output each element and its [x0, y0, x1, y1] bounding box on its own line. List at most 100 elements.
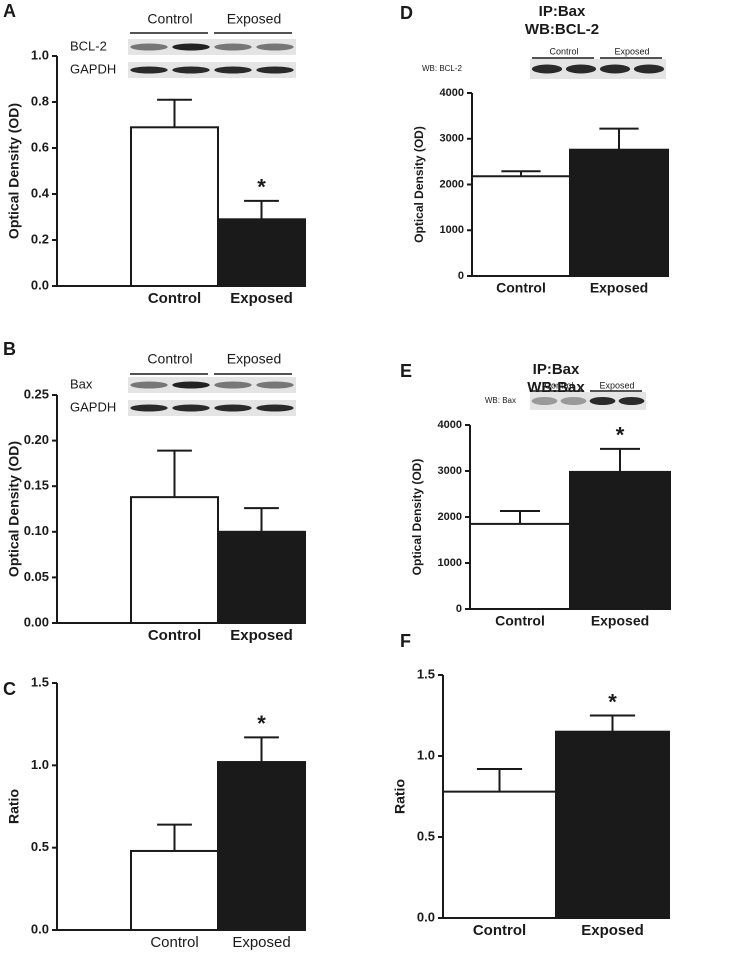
y-tick-label: 1.5 — [31, 674, 49, 689]
blot-band — [531, 397, 558, 405]
y-tick-label: 0.8 — [31, 93, 49, 108]
y-tick-label: 0.4 — [31, 185, 50, 200]
y-tick-label: 0.5 — [31, 839, 49, 854]
x-tick-label: Exposed — [230, 290, 293, 307]
panel-label: F — [400, 631, 411, 651]
panel: A Optical Density (OD) 0.0 0.2 0.4 0.6 0.8 1.0 C… — [3, 1, 306, 307]
y-axis-label: Optical Density (OD) — [6, 441, 22, 577]
blot-band — [130, 381, 168, 389]
blot-group-label: Exposed — [599, 380, 634, 390]
x-tick-label: Control — [473, 922, 526, 939]
blot-band — [172, 404, 210, 412]
y-axis-label: Optical Density (OD) — [410, 459, 424, 576]
panel: F Ratio 0.0 0.5 1.0 1.5 Control Exposed * — [392, 631, 670, 939]
y-tick-label: 4000 — [438, 419, 462, 431]
blot-strip — [530, 59, 666, 79]
blot-row-label: GAPDH — [70, 61, 116, 76]
chart-title: IP:Bax — [533, 361, 580, 378]
blot-band — [214, 404, 252, 412]
bar — [130, 496, 219, 625]
blot-band — [618, 397, 645, 405]
blot-strip — [128, 62, 296, 78]
y-tick-label: 0 — [458, 270, 464, 282]
bar — [569, 148, 669, 277]
y-tick-label: 3000 — [438, 465, 462, 477]
y-tick-label: 1000 — [440, 224, 464, 236]
blot-band — [256, 66, 294, 74]
blot-row-label: Bax — [70, 376, 93, 391]
panel-label: B — [3, 339, 16, 359]
blot-group-label: Exposed — [227, 11, 281, 27]
x-tick-label: Control — [150, 934, 198, 951]
blot-group-label: Control — [544, 380, 573, 390]
blot-row-label: WB: BCL-2 — [422, 64, 463, 73]
y-tick-label: 1.5 — [417, 666, 435, 681]
blot-band — [256, 43, 294, 51]
y-tick-label: 2000 — [440, 178, 464, 190]
blot-band — [172, 43, 210, 51]
blot-group-label: Control — [147, 11, 192, 27]
y-axis-label: Ratio — [392, 779, 408, 814]
y-tick-label: 0.10 — [24, 523, 49, 538]
blot-band — [214, 43, 252, 51]
blot-band — [589, 397, 616, 405]
panel-label: E — [400, 361, 412, 381]
blot-band — [256, 404, 294, 412]
blot-strip — [128, 39, 296, 55]
chart-title: IP:Bax — [539, 3, 586, 20]
y-tick-label: 0.0 — [417, 909, 435, 924]
x-tick-label: Control — [148, 627, 201, 644]
blot-strip — [128, 400, 296, 416]
blot-group-label: Exposed — [227, 351, 281, 367]
y-tick-label: 0.5 — [417, 828, 435, 843]
bar — [130, 126, 219, 287]
x-tick-label: Exposed — [232, 934, 290, 951]
y-axis-label: Ratio — [6, 789, 22, 824]
bar — [469, 522, 571, 611]
y-tick-label: 3000 — [440, 133, 464, 145]
x-tick-label: Exposed — [590, 280, 648, 296]
panel-label: C — [3, 679, 16, 699]
blot-band — [560, 397, 587, 405]
x-tick-label: Control — [495, 613, 545, 629]
blot-band — [256, 381, 294, 389]
panel-label: D — [400, 3, 413, 23]
panel: C Ratio 0.0 0.5 1.0 1.5 Control Exposed * — [3, 674, 306, 951]
blot-band — [172, 381, 210, 389]
blot-band — [130, 404, 168, 412]
bar — [555, 730, 670, 920]
y-tick-label: 1.0 — [417, 747, 435, 762]
bar — [130, 849, 219, 932]
x-tick-label: Control — [496, 280, 546, 296]
blot-group-label: Control — [549, 46, 578, 56]
y-tick-label: 0.0 — [31, 921, 49, 936]
y-axis-label: Optical Density (OD) — [412, 126, 426, 243]
blot-row-label: WB: Bax — [485, 396, 516, 405]
y-tick-label: 0.05 — [24, 569, 49, 584]
y-tick-label: 0.15 — [24, 478, 49, 493]
bar — [569, 470, 671, 611]
bar — [217, 761, 306, 931]
blot-band — [599, 64, 631, 74]
bar — [442, 790, 557, 920]
panel-label: A — [3, 1, 16, 21]
y-tick-label: 4000 — [440, 87, 464, 99]
x-tick-label: Control — [148, 290, 201, 307]
blot-group-label: Exposed — [614, 46, 649, 56]
blot-band — [172, 66, 210, 74]
y-tick-label: 0.20 — [24, 432, 49, 447]
blot-band — [214, 381, 252, 389]
significance-marker: * — [608, 689, 617, 714]
blot-band — [130, 43, 168, 51]
blot-band — [531, 64, 563, 74]
blot-strip — [530, 392, 646, 410]
y-tick-label: 0.0 — [31, 277, 49, 292]
blot-group-label: Control — [147, 351, 192, 367]
blot-band — [214, 66, 252, 74]
x-tick-label: Exposed — [581, 922, 644, 939]
y-tick-label: 0.00 — [24, 614, 49, 629]
y-tick-label: 0.25 — [24, 386, 49, 401]
